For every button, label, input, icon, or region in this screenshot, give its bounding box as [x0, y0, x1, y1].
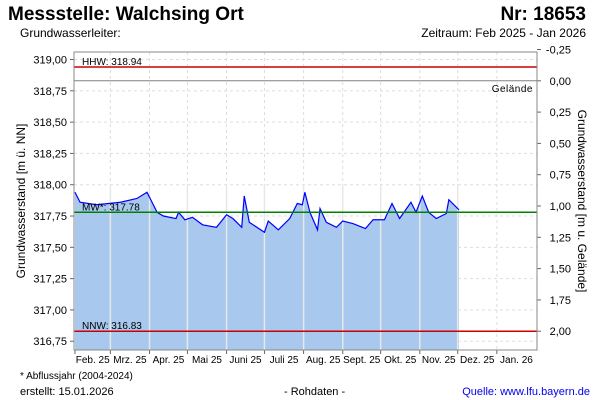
y2-tick-label: 1,25 — [550, 232, 571, 244]
y2-tick-label: 0,00 — [550, 76, 571, 88]
level-area — [75, 192, 459, 350]
x-tick-label: Juni 25 — [229, 355, 262, 366]
x-tick-label: Okt. 25 — [384, 355, 417, 366]
hhw-label: HHW: 318.94 — [82, 57, 142, 68]
y2-tick-label: 0,25 — [550, 107, 571, 119]
y-tick-label: 317,00 — [33, 305, 67, 317]
station-title: Messstelle: Walchsing Ort — [8, 4, 244, 25]
y-tick-label: 318,25 — [33, 148, 67, 160]
period-label: Zeitraum: Feb 2025 - Jan 2026 — [421, 26, 586, 40]
x-tick-label: Nov. 25 — [422, 355, 456, 366]
y-tick-label: 317,25 — [33, 274, 67, 286]
y2-tick-label: 0,50 — [550, 138, 571, 150]
y-tick-label: 318,75 — [33, 86, 67, 98]
y2-tick-label: -0,25 — [546, 44, 571, 56]
x-tick-label: Mai 25 — [192, 355, 222, 366]
y-tick-label: 317,75 — [33, 211, 67, 223]
ground-label: Gelände — [492, 84, 533, 95]
created-date: erstellt: 15.01.2026 — [20, 386, 114, 398]
x-tick-label: Jan. 26 — [500, 355, 533, 366]
y2-tick-label: 1,75 — [550, 295, 571, 307]
y-tick-label: 316,75 — [33, 336, 67, 348]
raw-data-label: - Rohdaten - — [284, 386, 346, 398]
x-tick-label: Dez. 25 — [460, 355, 495, 366]
y-tick-label: 319,00 — [33, 55, 67, 67]
x-tick-label: Aug. 25 — [306, 355, 341, 366]
x-tick-label: Feb. 25 — [76, 355, 110, 366]
y-axis-title: Grundwasserstand [m ü. NN] — [14, 124, 28, 279]
station-number: Nr: 18653 — [500, 4, 586, 25]
mw-label: MW*: 317.78 — [82, 202, 140, 213]
y2-tick-label: 2,00 — [550, 326, 571, 338]
x-tick-label: Juli 25 — [270, 355, 299, 366]
plot-border — [73, 51, 538, 351]
aquifer-label: Grundwasserleiter: — [20, 26, 121, 40]
y2-tick-label: 1,50 — [550, 264, 571, 276]
x-tick-label: Mrz. 25 — [113, 355, 147, 366]
y2-axis-title: Grundwasserstand [m u. Gelände] — [575, 110, 589, 293]
footnote: * Abflussjahr (2004-2024) — [20, 371, 133, 382]
x-tick-label: Apr. 25 — [153, 355, 185, 366]
x-tick-label: Sept. 25 — [343, 355, 381, 366]
source-link[interactable]: Quelle: www.lfu.bayern.de — [462, 386, 590, 398]
nnw-label: NNW: 316.83 — [82, 321, 142, 332]
y-tick-label: 318,00 — [33, 180, 67, 192]
y2-tick-label: 0,75 — [550, 170, 571, 182]
y-tick-label: 318,50 — [33, 117, 67, 129]
y-tick-label: 317,50 — [33, 242, 67, 254]
y2-tick-label: 1,00 — [550, 201, 571, 213]
